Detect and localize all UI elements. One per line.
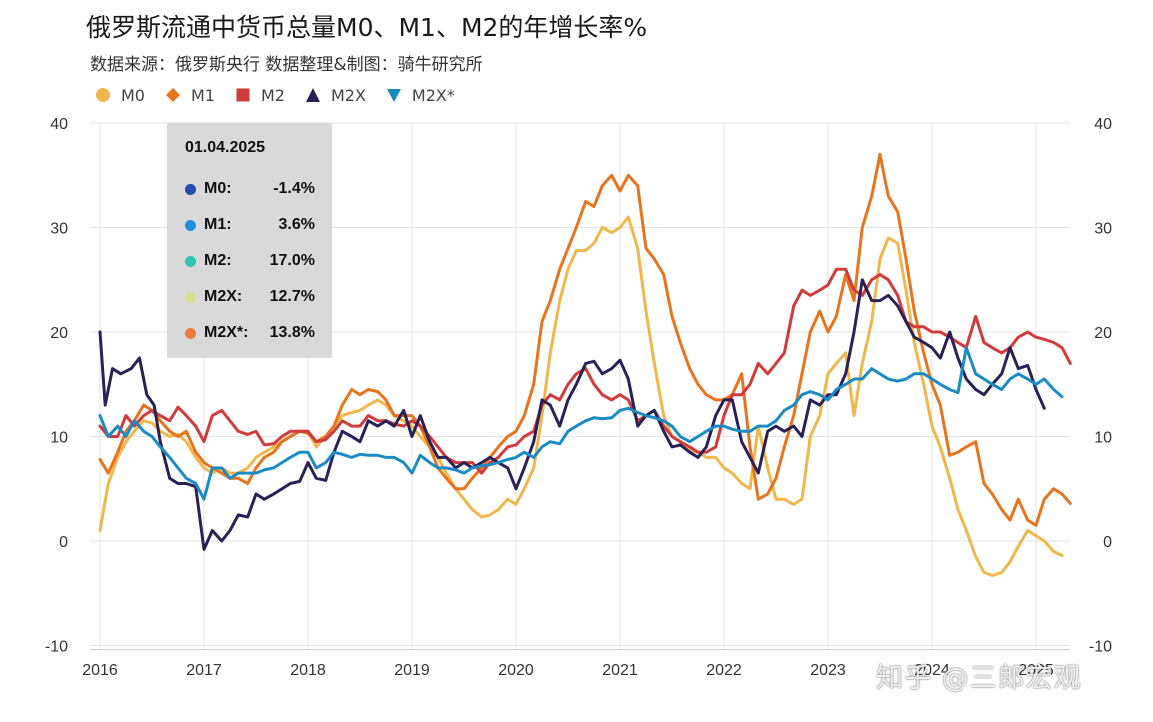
legend-marker-m1	[165, 88, 180, 102]
y-tick-left-20: 20	[50, 325, 68, 342]
tooltip-label-m2x-star: M2X*:	[204, 324, 249, 341]
tooltip-value-m2x: 12.7%	[269, 288, 315, 305]
series-line-m2	[98, 267, 1072, 475]
tooltip-dot-m2x-star	[185, 327, 196, 339]
tooltip-row-m1: M1: 3.6%	[185, 207, 332, 243]
watermark-text: 知乎 @三郎宏观	[876, 663, 1082, 694]
y-tick-left--10: -10	[45, 639, 68, 656]
y-tick-left-10: 10	[50, 430, 68, 447]
x-tick-2022: 2022	[706, 662, 742, 679]
y-tick-right-20: 20	[1094, 325, 1112, 342]
legend-marker-m2x-star	[386, 89, 401, 102]
legend-label-m1: M1	[190, 85, 215, 105]
legend-label-m2x: M2X	[330, 85, 366, 105]
x-tick-2025: 2025	[1018, 662, 1054, 679]
tooltip-dot-m0	[185, 183, 196, 195]
legend-item-m2x-star: M2X*	[386, 86, 455, 105]
y-tick-left-30: 30	[50, 221, 68, 238]
legend-marker-m0	[96, 88, 110, 102]
tooltip-row-m2: M2: 17.0%	[185, 243, 332, 279]
y-tick-right-40: 40	[1094, 116, 1112, 133]
y-tick-right-0: 0	[1103, 534, 1112, 551]
y-tick-left-40: 40	[50, 116, 68, 133]
y-tick-right-30: 30	[1094, 221, 1112, 238]
y-tick-right-10: 10	[1094, 430, 1112, 447]
tooltip-value-m2: 17.0%	[269, 252, 315, 269]
tooltip-dot-m2x	[185, 291, 196, 303]
tooltip-value-m0: -1.4%	[273, 180, 315, 197]
legend-item-m0: M0	[95, 86, 145, 105]
series-line-m0	[98, 215, 1064, 577]
x-tick-2016: 2016	[82, 662, 118, 679]
legend-label-m2x-star: M2X*	[411, 85, 455, 105]
legend-item-m2: M2	[235, 86, 285, 105]
x-tick-2019: 2019	[394, 662, 430, 679]
tooltip-row-m2x-star: M2X*: 13.8%	[185, 315, 332, 351]
y-tick-right--10: -10	[1089, 639, 1112, 656]
chart-subtitle: 数据来源：俄罗斯央行 数据整理&制图：骑牛研究所	[90, 55, 483, 75]
legend-marker-m2	[236, 88, 250, 102]
tooltip-value-m1: 3.6%	[278, 216, 315, 233]
x-tick-2018: 2018	[290, 662, 326, 679]
x-tick-2023: 2023	[810, 662, 846, 679]
legend-label-m0: M0	[121, 85, 145, 105]
chart-title: 俄罗斯流通中货币总量M0、M1、M2的年增长率%	[86, 13, 648, 42]
legend-label-m2: M2	[260, 85, 285, 105]
tooltip-label-m1: M1:	[204, 216, 232, 233]
tooltip-value-m2x-star: 13.8%	[269, 324, 315, 341]
legend-marker-m2x	[305, 88, 320, 102]
tooltip-label-m0: M0:	[204, 180, 232, 197]
legend-item-m1: M1	[165, 86, 215, 105]
x-tick-2020: 2020	[498, 662, 534, 679]
x-tick-2017: 2017	[186, 662, 222, 679]
tooltip-panel: 01.04.2025 M0: -1.4% M1: 3.6% M2: 17.0% …	[167, 123, 332, 358]
legend: M0 M1 M2 M2X M2X*	[95, 84, 455, 106]
series-line-m2x	[98, 278, 1046, 551]
tooltip-date: 01.04.2025	[185, 139, 266, 156]
x-tick-2021: 2021	[602, 662, 638, 679]
series-line-m1	[98, 152, 1072, 527]
legend-item-m2x: M2X	[305, 86, 366, 105]
tooltip-label-m2: M2:	[204, 252, 232, 269]
tooltip-label-m2x: M2X:	[204, 288, 243, 305]
x-tick-2024: 2024	[914, 662, 950, 679]
series-line-m2x-star	[98, 346, 1064, 501]
y-tick-left-0: 0	[59, 534, 68, 551]
tooltip-dot-m2	[185, 255, 196, 267]
tooltip-dot-m1	[185, 219, 196, 231]
tooltip-row-m2x: M2X: 12.7%	[185, 279, 332, 315]
tooltip-row-m0: M0: -1.4%	[185, 171, 332, 207]
